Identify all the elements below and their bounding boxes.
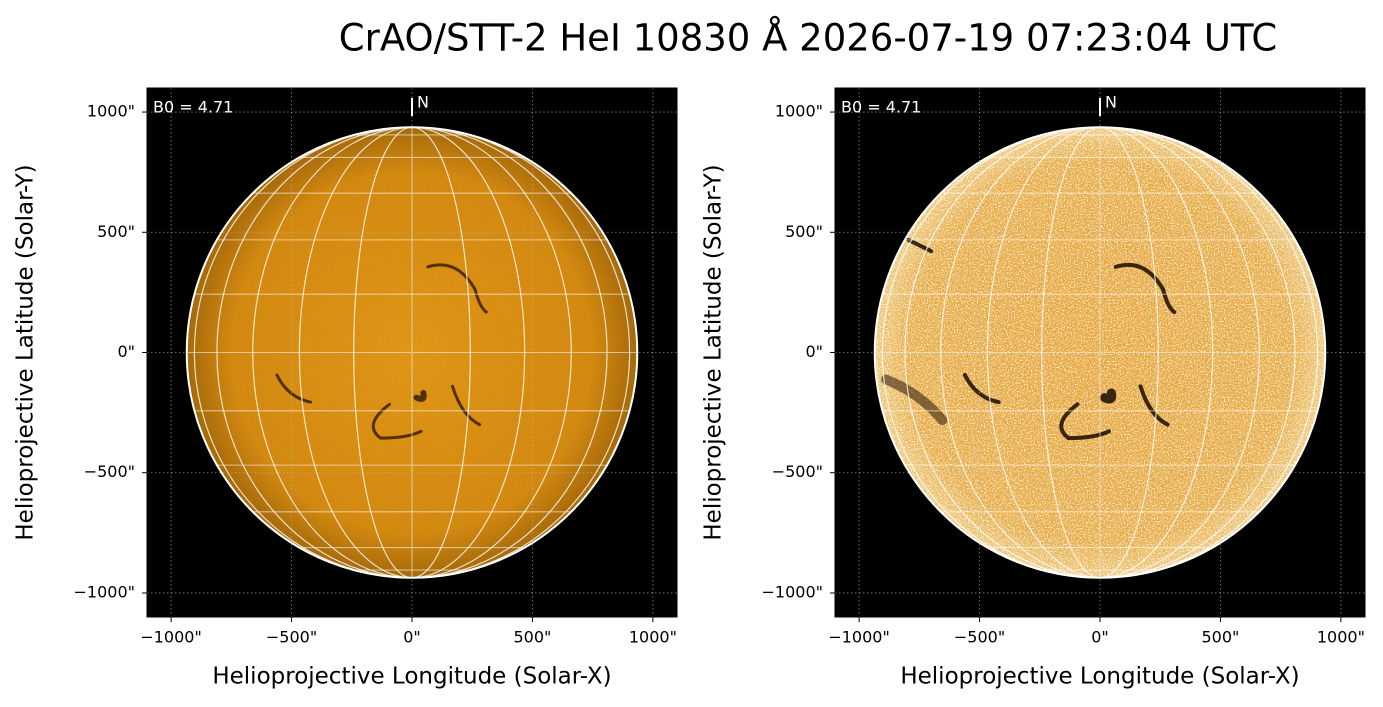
filament xyxy=(426,263,488,314)
x-tick-label: 500" xyxy=(1202,628,1240,647)
filament xyxy=(906,237,934,254)
filament xyxy=(413,390,427,403)
meridian xyxy=(193,127,631,578)
x-tick-label: 1000" xyxy=(1317,628,1365,647)
x-tick-label: 0" xyxy=(403,628,421,647)
x-tick-label: −1000" xyxy=(140,628,201,647)
meridian xyxy=(881,127,1319,578)
x-tick-label: 500" xyxy=(514,628,552,647)
annotation: N xyxy=(1105,93,1117,112)
panel: −1000" −500" 0" 500" 1000" −1000" −500" 0" 500" 1… xyxy=(701,87,1366,690)
annotation: B0 = 4.71 xyxy=(153,98,233,117)
y-tick-label: 0" xyxy=(805,342,823,361)
x-tick-label: −500" xyxy=(954,628,1005,647)
x-tick-label: 0" xyxy=(1091,628,1109,647)
y-tick-label: −500" xyxy=(772,462,823,481)
annotation: B0 = 4.71 xyxy=(841,98,921,117)
annotation: N xyxy=(417,93,429,112)
meridian xyxy=(1041,127,1159,578)
y-tick-label: 1000" xyxy=(775,102,823,121)
y-tick-label: 500" xyxy=(785,222,823,241)
limb xyxy=(185,126,639,579)
filament xyxy=(275,373,313,404)
filament xyxy=(881,374,948,426)
y-tick-label: −1000" xyxy=(762,582,823,601)
plot-frame xyxy=(834,87,1366,618)
plot-frame xyxy=(146,87,678,618)
x-tick-label: −500" xyxy=(266,628,317,647)
y-axis-label: Helioprojective Latitude (Solar-Y) xyxy=(13,164,39,540)
filament xyxy=(962,373,1001,405)
figure-title: CrAO/STT-2 HeI 10830 Å 2026-07-19 07:23:… xyxy=(339,16,1277,60)
x-axis-label: Helioprojective Longitude (Solar-X) xyxy=(900,664,1299,690)
y-tick-label: 500" xyxy=(97,222,135,241)
y-tick-label: 1000" xyxy=(87,102,135,121)
y-axis-label: Helioprojective Latitude (Solar-Y) xyxy=(701,164,727,540)
x-axis-label: Helioprojective Longitude (Solar-X) xyxy=(212,664,611,690)
filament xyxy=(1113,262,1177,314)
y-tick-label: −1000" xyxy=(74,582,135,601)
limb xyxy=(873,126,1327,579)
x-tick-label: −1000" xyxy=(828,628,889,647)
filament xyxy=(1100,388,1117,404)
panel: −1000" −500" 0" 500" 1000" −1000" −500" 0" 500" 1… xyxy=(13,87,678,690)
y-tick-label: 0" xyxy=(117,342,135,361)
meridian xyxy=(353,127,471,578)
x-tick-label: 1000" xyxy=(629,628,677,647)
y-tick-label: −500" xyxy=(84,462,135,481)
